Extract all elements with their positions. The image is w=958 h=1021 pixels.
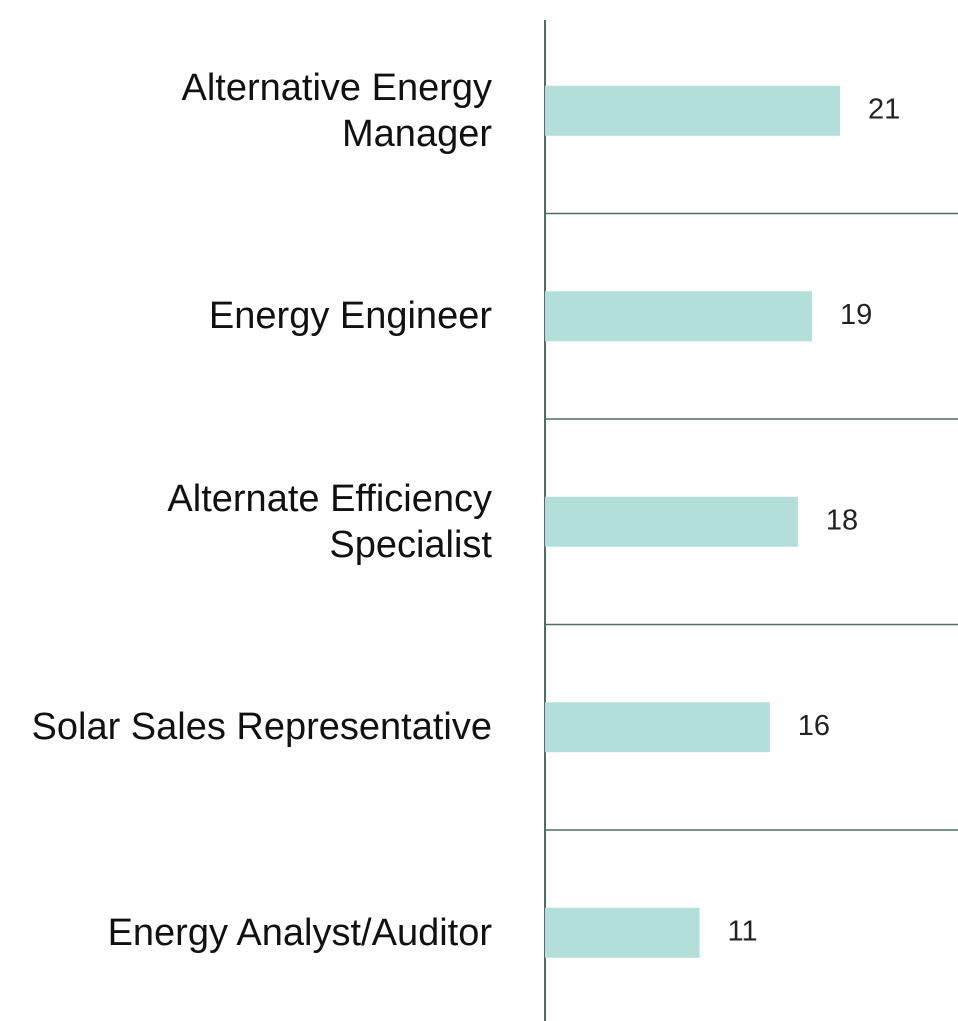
category-label: Energy Analyst/Auditor (107, 911, 492, 954)
value-label: 19 (840, 299, 872, 331)
bar (545, 496, 798, 547)
value-label: 16 (798, 710, 830, 742)
value-label: 11 (728, 915, 758, 947)
bar (545, 85, 841, 136)
category-label: Energy Engineer (208, 295, 492, 338)
bar (545, 702, 770, 753)
category-label: Alternate Efficiency Specialist (167, 477, 492, 566)
category-label: Alternative Energy Manager (181, 66, 493, 155)
bar (545, 291, 812, 342)
value-label: 18 (826, 504, 858, 536)
bar (545, 907, 700, 958)
value-label: 21 (868, 93, 900, 125)
category-label: Solar Sales Representative (31, 706, 492, 749)
